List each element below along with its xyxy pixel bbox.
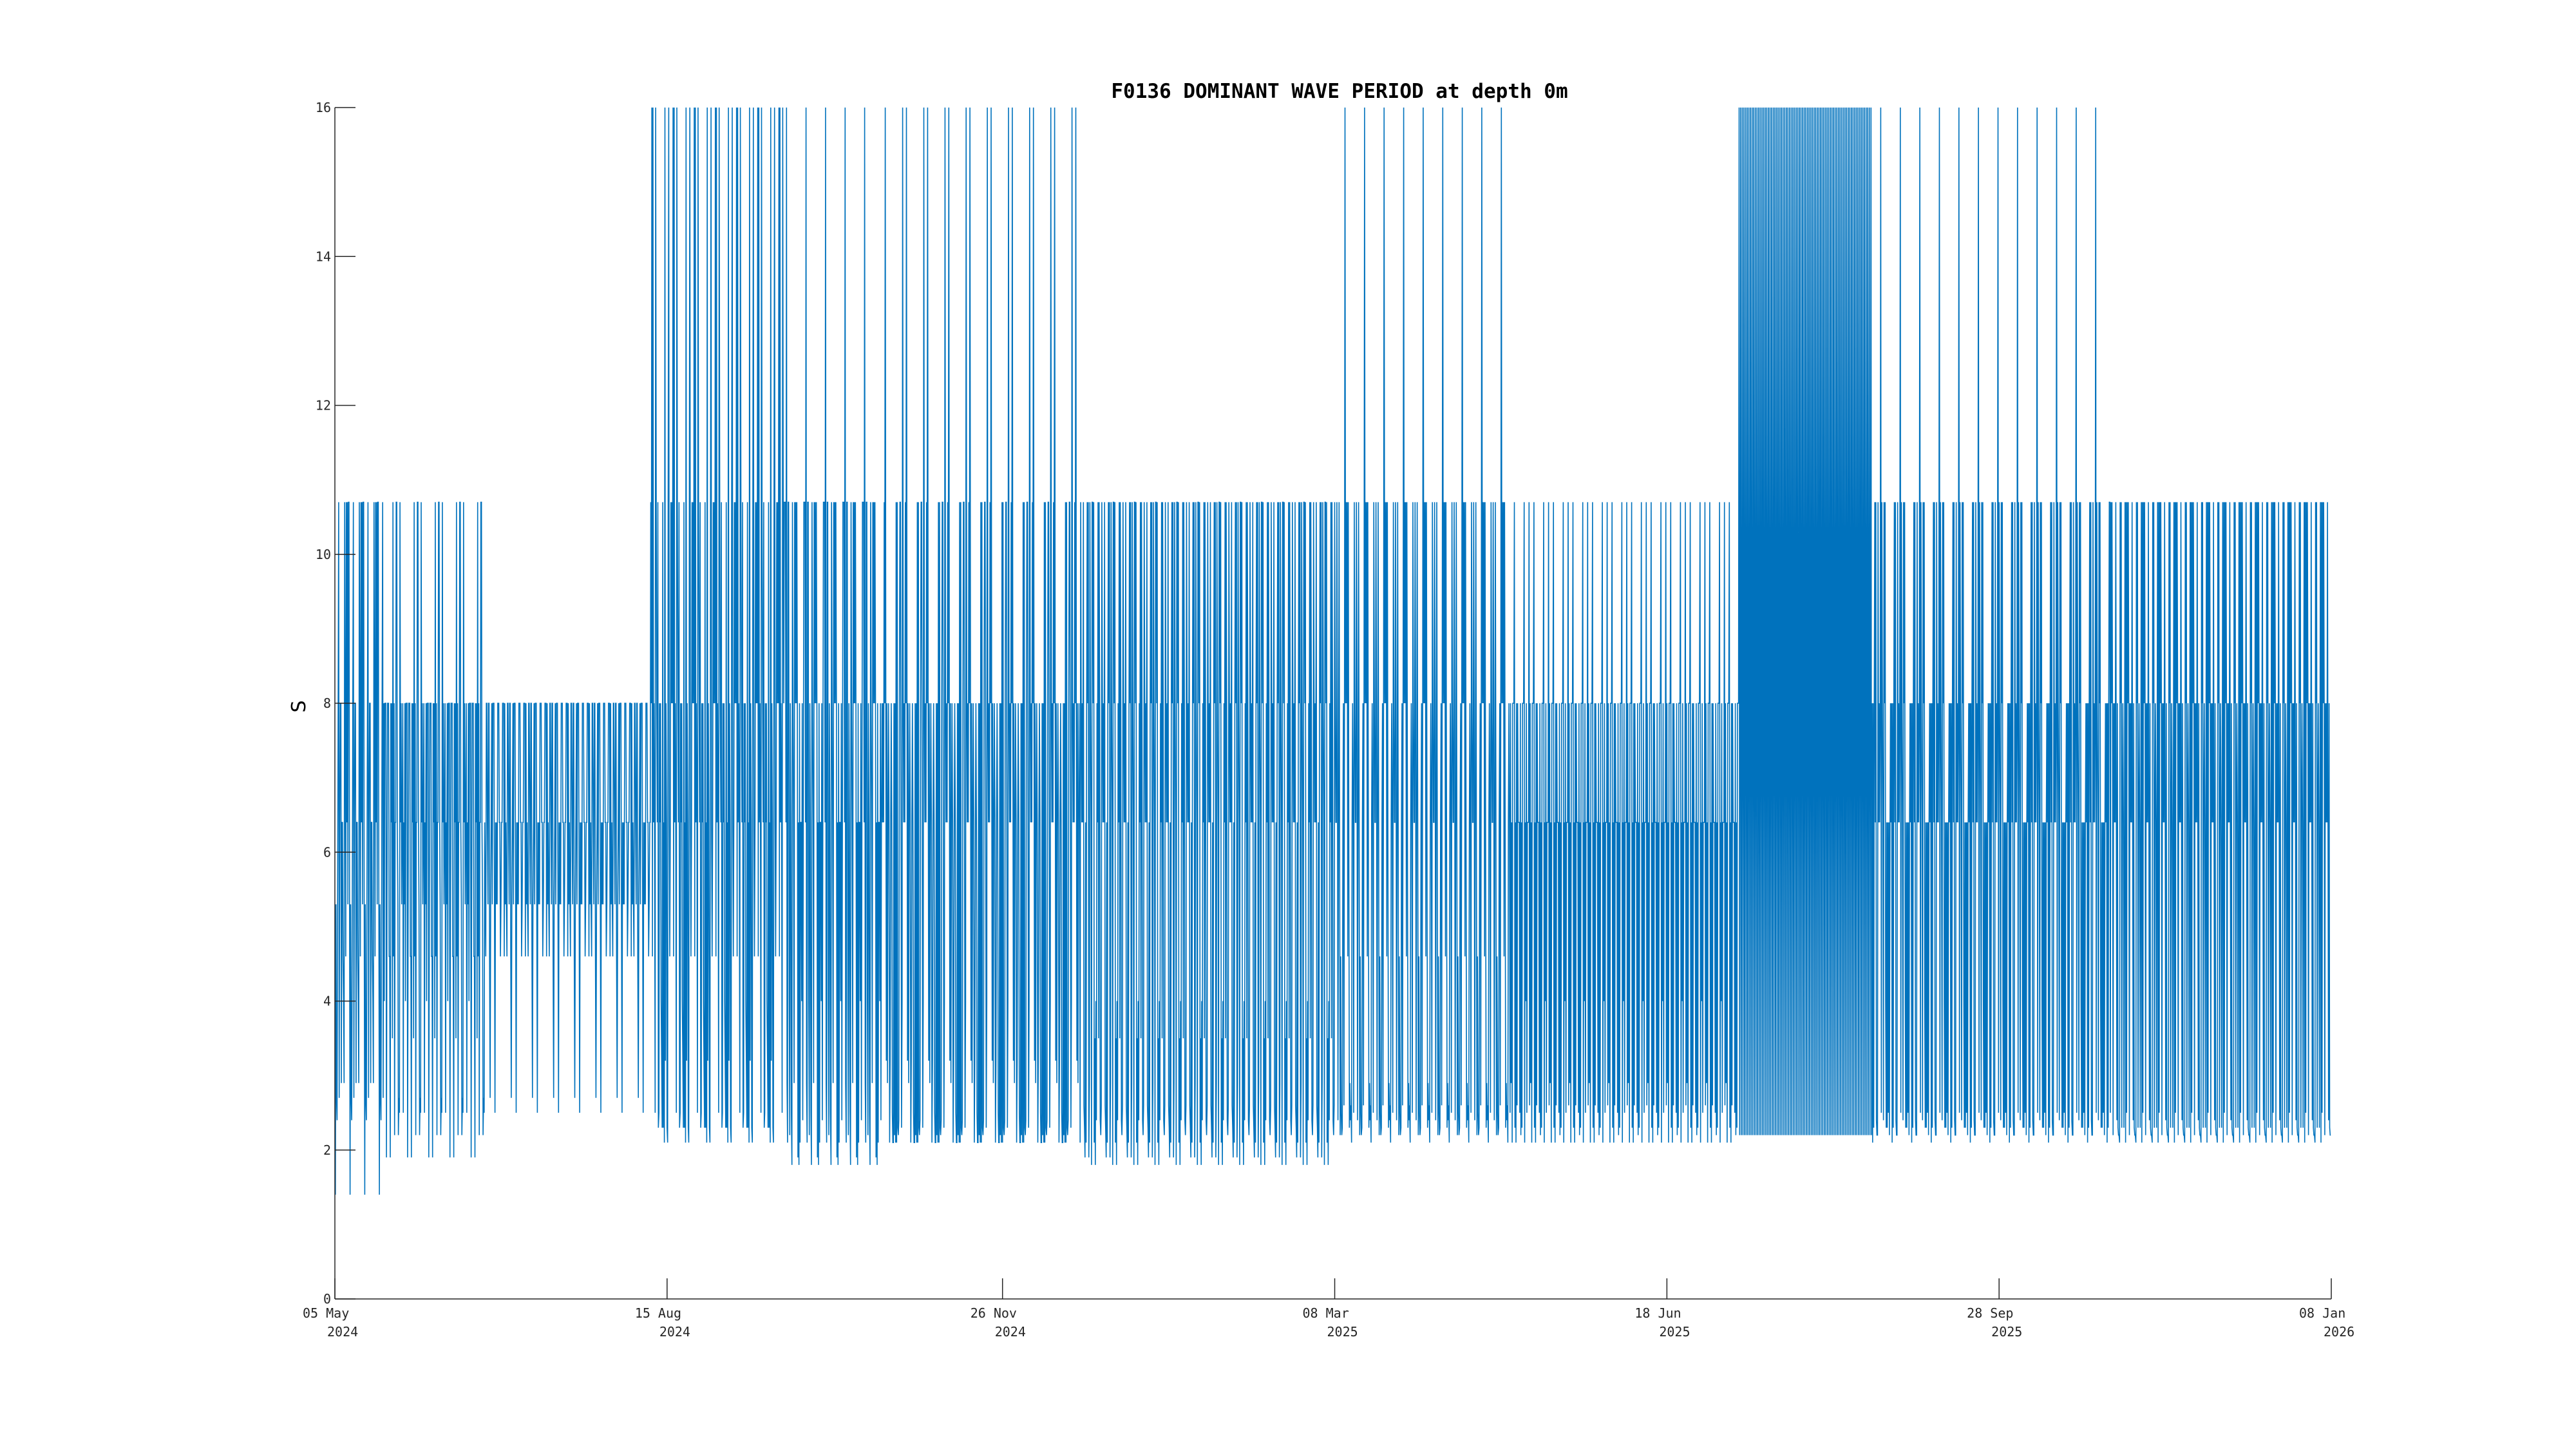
x-tick-label-year: 2025 [1327, 1324, 1358, 1340]
x-tick-label: 08 Jan [2299, 1305, 2345, 1321]
plot-area [335, 108, 2331, 1195]
x-tick-label: 18 Jun [1634, 1305, 1681, 1321]
y-tick-label: 2 [323, 1142, 331, 1158]
y-tick-label: 6 [323, 844, 331, 860]
x-tick-label-year: 2026 [2324, 1324, 2354, 1340]
x-tick-label-year: 2025 [1991, 1324, 2022, 1340]
y-tick-label: 0 [323, 1291, 331, 1307]
x-tick-label: 08 Mar [1303, 1305, 1349, 1321]
x-tick-label-year: 2025 [1659, 1324, 1690, 1340]
axes: 0 2 4 6 8 10 12 14 16 05 May 2024 15 Aug 2024 26 Nov 2… [303, 100, 2354, 1340]
x-tick-label-year: 2024 [659, 1324, 690, 1340]
chart-title: F0136 DOMINANT WAVE PERIOD at depth 0m [1111, 80, 1567, 103]
y-tick-label: 14 [316, 249, 331, 264]
y-tick-label: 4 [323, 994, 331, 1009]
y-tick-label: 16 [316, 100, 331, 115]
y-tick-label: 10 [316, 547, 331, 562]
x-tick-label-year: 2024 [995, 1324, 1026, 1340]
series-line [335, 108, 2331, 1195]
x-tick-label: 15 Aug [635, 1305, 681, 1321]
y-axis-label: S [288, 700, 310, 712]
x-tick-label: 05 May [303, 1305, 349, 1321]
x-tick-label-year: 2024 [327, 1324, 358, 1340]
x-tick-label: 26 Nov [971, 1305, 1017, 1321]
y-tick-label: 12 [316, 398, 331, 413]
x-tick-label: 28 Sep [1967, 1305, 2013, 1321]
y-tick-label: 8 [323, 696, 331, 711]
series-wave-period [335, 108, 2331, 1195]
